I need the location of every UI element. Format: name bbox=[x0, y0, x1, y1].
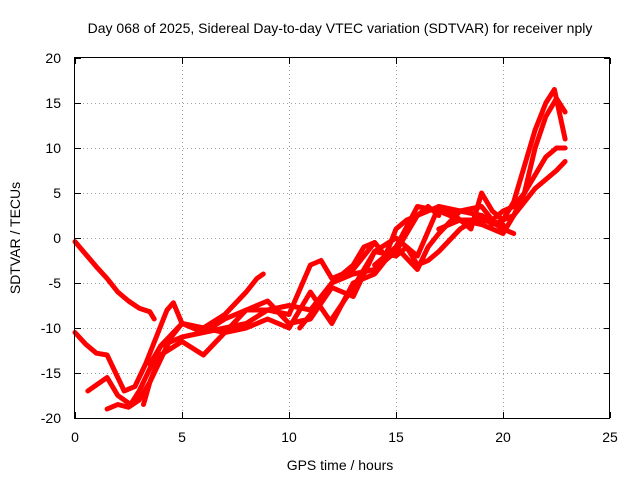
series-track-5 bbox=[141, 204, 506, 407]
x-tick-label: 20 bbox=[495, 429, 511, 445]
y-tick-label: 0 bbox=[53, 230, 61, 246]
series-track-2 bbox=[72, 271, 266, 394]
y-tick-label: -20 bbox=[41, 410, 61, 426]
y-tick-label: 5 bbox=[53, 185, 61, 201]
y-tick-label: -15 bbox=[41, 365, 61, 381]
x-tick-label: 15 bbox=[388, 429, 404, 445]
series-track-9 bbox=[372, 145, 568, 272]
x-tick-label: 10 bbox=[281, 429, 297, 445]
x-tick-label: 25 bbox=[602, 429, 618, 445]
x-axis-label: GPS time / hours bbox=[287, 457, 394, 473]
axis-ticks bbox=[75, 58, 611, 419]
x-tick-label: 0 bbox=[71, 429, 79, 445]
chart-title: Day 068 of 2025, Sidereal Day-to-day VTE… bbox=[88, 20, 593, 36]
y-tick-label: 15 bbox=[45, 95, 61, 111]
tick-labels: 0 5 10 15 20 25 -20 -15 -10 -5 0 5 10 15 20 bbox=[41, 50, 618, 445]
data-series bbox=[72, 87, 568, 412]
x-tick-label: 5 bbox=[178, 429, 186, 445]
y-tick-label: 10 bbox=[45, 140, 61, 156]
y-axis-label: SDTVAR / TECUs bbox=[7, 182, 23, 294]
series-track-1 bbox=[72, 239, 157, 322]
y-tick-label: 20 bbox=[45, 50, 61, 66]
y-tick-label: -5 bbox=[49, 275, 62, 291]
y-tick-label: -10 bbox=[41, 320, 61, 336]
series-track-8 bbox=[329, 87, 568, 322]
series-track-10 bbox=[436, 159, 568, 236]
